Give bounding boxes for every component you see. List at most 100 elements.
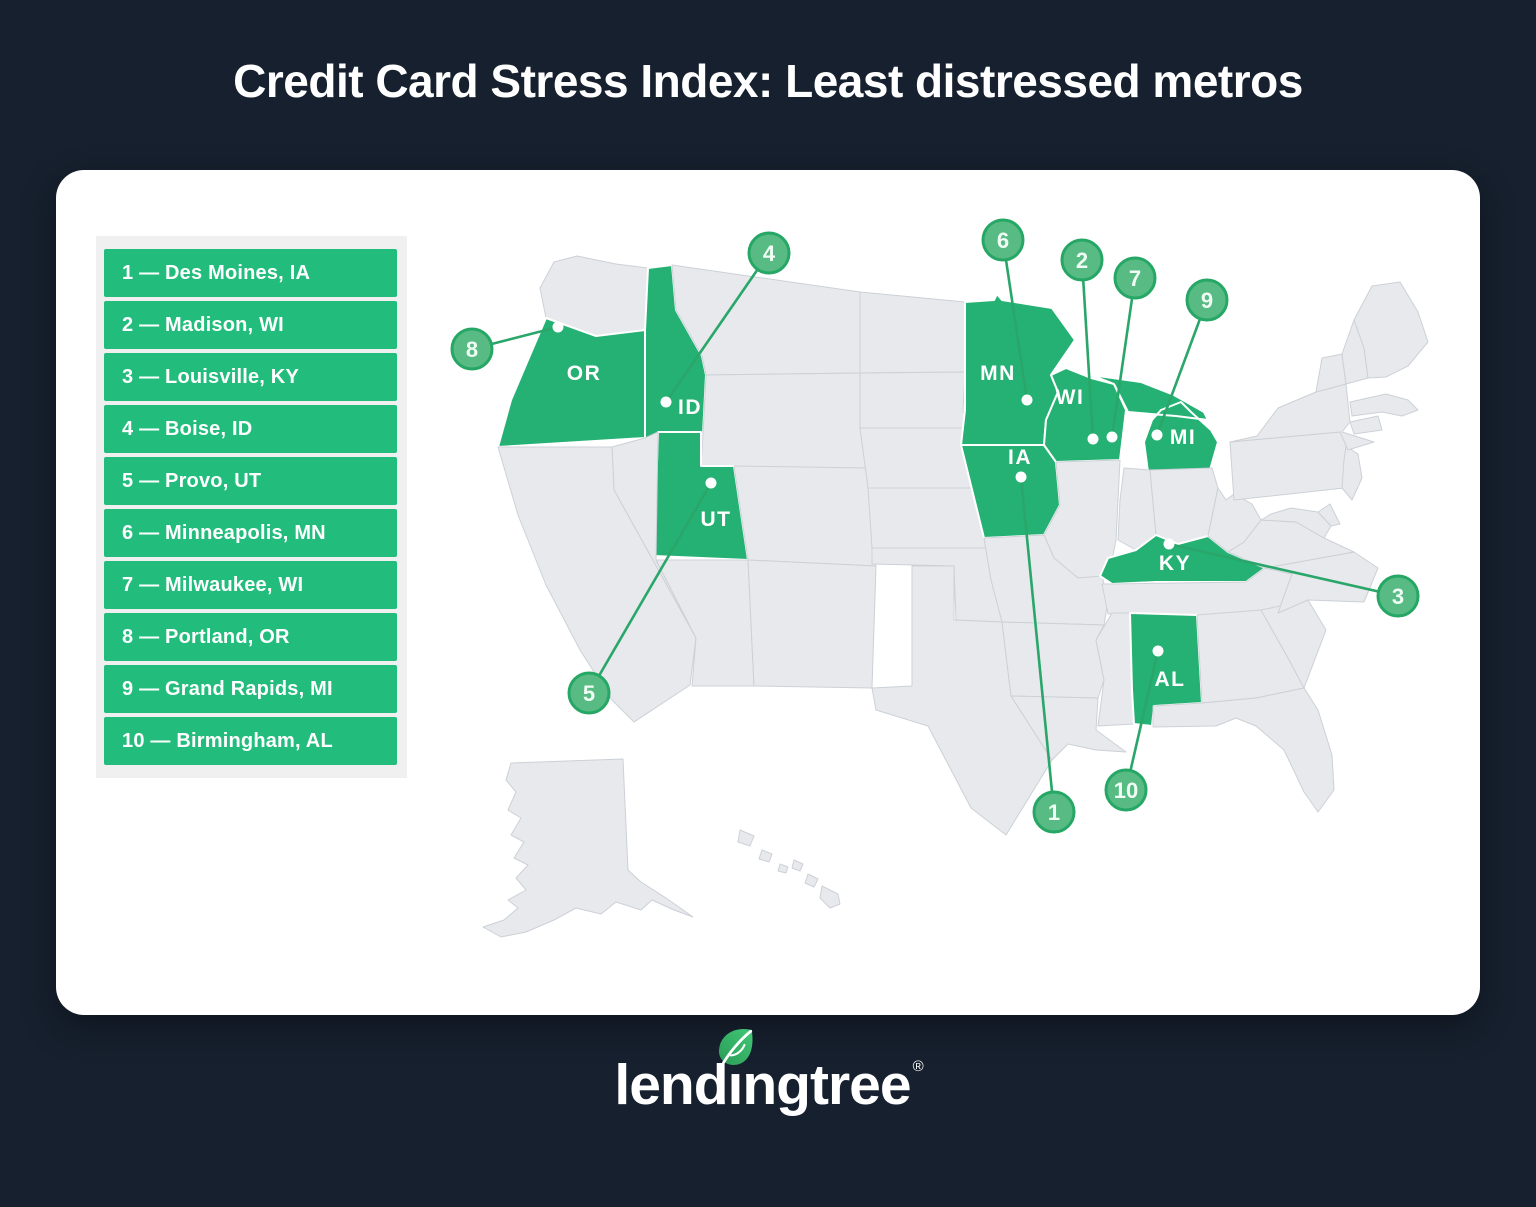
brand-wordmark: lendıngtree <box>614 1053 911 1117</box>
marker-number-5: 5 <box>583 681 595 706</box>
marker-number-4: 4 <box>763 241 776 266</box>
state-sd <box>859 371 969 429</box>
rank-row-label: 4 — Boise, ID <box>122 417 253 440</box>
rank-row-4: 4 — Boise, ID <box>104 405 397 453</box>
rank-row-label: 1 — Des Moines, IA <box>122 261 311 284</box>
state-label-mi: MI <box>1170 426 1196 449</box>
state-tx <box>871 565 1053 836</box>
rank-row-3: 3 — Louisville, KY <box>104 353 397 401</box>
brand-wrap: lendıngtree ® <box>614 1029 924 1118</box>
leader-line-5 <box>587 482 713 694</box>
rank-row-label: 9 — Grand Rapids, MI <box>122 677 333 700</box>
city-dot-1 <box>1015 471 1027 483</box>
city-dot-10 <box>1152 645 1164 657</box>
state-nc <box>1264 551 1379 614</box>
city-dot-9 <box>1151 429 1163 441</box>
leader-line-2 <box>1080 259 1095 440</box>
rank-row-label: 6 — Minneapolis, MN <box>122 521 326 544</box>
marker-circle-8 <box>450 327 494 371</box>
state-fl <box>1152 687 1335 813</box>
marker-number-1: 1 <box>1048 800 1060 825</box>
leader-line-7 <box>1110 277 1137 438</box>
state-wv <box>1207 487 1262 553</box>
lendingtree-logo: lendıngtree ® <box>0 1029 1536 1118</box>
state-label-id: ID <box>678 396 702 419</box>
rank-row-label: 7 — Milwaukee, WI <box>122 573 304 596</box>
registered-mark: ® <box>912 1058 924 1075</box>
state-ms <box>1095 612 1135 727</box>
marker-circle-10 <box>1104 768 1148 812</box>
rank-row-8: 8 — Portland, OR <box>104 613 397 661</box>
state-ct <box>1349 415 1383 435</box>
city-dot-3 <box>1163 538 1175 550</box>
leader-line-9 <box>1155 299 1209 436</box>
marker-circle-9 <box>1185 278 1229 322</box>
state-de <box>1317 503 1341 527</box>
state-co <box>733 465 877 567</box>
state-wy <box>700 372 869 469</box>
rank-row-label: 2 — Madison, WI <box>122 313 284 336</box>
state-ny <box>1229 383 1375 451</box>
marker-circle-5 <box>567 671 611 715</box>
content-card: 1 — Des Moines, IA 2 — Madison, WI 3 — Lou… <box>56 170 1480 1015</box>
marker-number-9: 9 <box>1201 288 1213 313</box>
leader-line-3 <box>1168 542 1399 598</box>
rank-list-panel: 1 — Des Moines, IA 2 — Madison, WI 3 — Lou… <box>96 236 407 778</box>
state-nj <box>1341 445 1363 501</box>
rank-row-1: 1 — Des Moines, IA <box>104 249 397 297</box>
state-oh <box>1149 467 1219 545</box>
leaf-icon <box>719 1029 753 1065</box>
city-dot-6 <box>1021 394 1033 406</box>
state-label-ky: KY <box>1159 552 1191 575</box>
leader-line-1 <box>1019 476 1056 813</box>
state-in <box>1117 467 1157 551</box>
state-az <box>655 559 755 687</box>
page-title: Credit Card Stress Index: Least distress… <box>233 55 1303 107</box>
state-labels-layer: OR ID UT MN IA WI MI KY AL <box>567 362 1196 691</box>
rank-row-9: 9 — Grand Rapids, MI <box>104 665 397 713</box>
marker-circle-7 <box>1113 256 1157 300</box>
leader-lines-layer <box>471 239 1399 813</box>
state-me <box>1353 281 1429 379</box>
state-pa <box>1229 431 1353 501</box>
state-label-ut: UT <box>701 508 732 531</box>
state-nm <box>747 559 877 689</box>
marker-circle-3 <box>1376 574 1420 618</box>
marker-number-6: 6 <box>997 228 1009 253</box>
state-label-al: AL <box>1155 668 1186 691</box>
state-la <box>1010 695 1127 761</box>
city-dot-5 <box>705 477 717 489</box>
us-map: 1 2 3 4 5 6 7 8 9 10 OR ID UT MN IA WI MI KY AL <box>450 218 1429 938</box>
leader-line-4 <box>664 252 771 403</box>
leader-line-6 <box>1001 239 1029 401</box>
state-mi <box>1090 374 1219 473</box>
state-or <box>497 317 646 448</box>
marker-circle-6 <box>981 218 1025 262</box>
rank-row-10: 10 — Birmingham, AL <box>104 717 397 765</box>
city-dot-4 <box>660 396 672 408</box>
rank-row-6: 6 — Minneapolis, MN <box>104 509 397 557</box>
city-dots-layer <box>552 321 1175 657</box>
markers-layer: 1 2 3 4 5 6 7 8 9 10 <box>450 218 1420 834</box>
rank-row-2: 2 — Madison, WI <box>104 301 397 349</box>
rank-row-5: 5 — Provo, UT <box>104 457 397 505</box>
city-dot-2 <box>1087 433 1099 445</box>
leader-line-10 <box>1124 650 1160 791</box>
state-ar <box>1001 621 1105 699</box>
state-ak <box>482 758 694 938</box>
state-label-ia: IA <box>1008 446 1032 469</box>
city-dot-7 <box>1106 431 1118 443</box>
state-label-mn: MN <box>980 362 1016 385</box>
state-hi <box>737 829 841 909</box>
marker-circle-1 <box>1032 790 1076 834</box>
state-ma <box>1349 393 1419 417</box>
rank-row-label: 10 — Birmingham, AL <box>122 729 333 752</box>
rank-row-label: 5 — Provo, UT <box>122 469 262 492</box>
state-label-or: OR <box>567 362 602 385</box>
marker-circle-2 <box>1060 238 1104 282</box>
city-dot-8 <box>552 321 564 333</box>
rank-row-7: 7 — Milwaukee, WI <box>104 561 397 609</box>
state-label-wi: WI <box>1056 386 1085 409</box>
rank-row-label: 8 — Portland, OR <box>122 625 290 648</box>
